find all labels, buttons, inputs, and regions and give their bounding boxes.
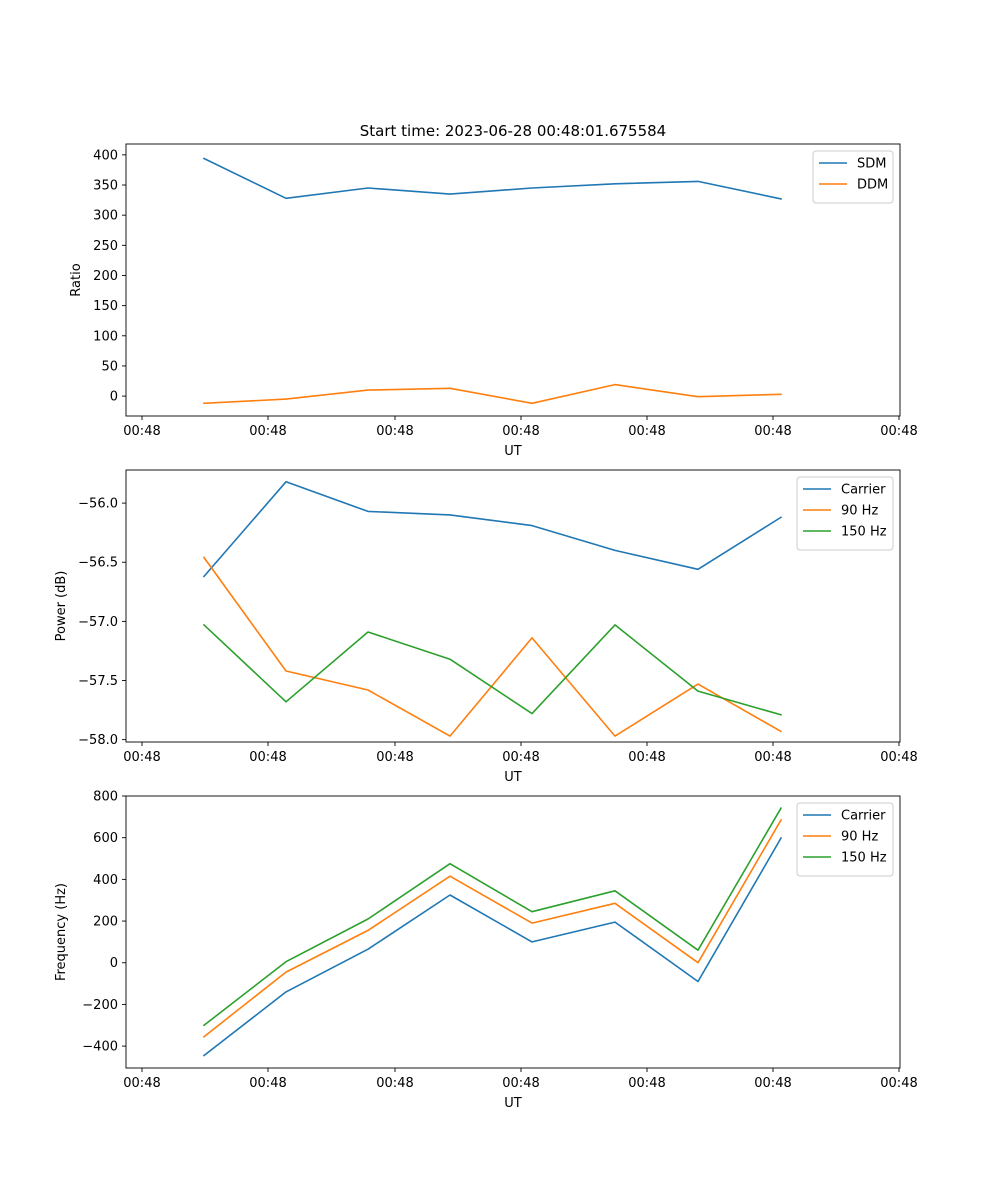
x-axis-label: UT	[504, 1096, 522, 1111]
x-tick-label: 00:48	[880, 424, 917, 439]
x-tick-label: 00:48	[880, 1076, 917, 1091]
y-tick-label: −56.0	[78, 497, 118, 512]
x-tick-label: 00:48	[502, 1076, 539, 1091]
x-axis-label: UT	[504, 444, 522, 459]
x-tick-label: 00:48	[249, 750, 286, 765]
legend: Carrier 90 Hz 150 Hz	[796, 802, 894, 877]
y-axis-label: Ratio	[69, 263, 84, 296]
series-line-3-3	[202, 807, 783, 1027]
series-line-3-1	[202, 837, 783, 1057]
legend-label: Carrier	[841, 483, 886, 498]
chart-panel-2: 00:48 00:48 00:48 00:48 00:48 00:48 00:48 UT −58…	[54, 469, 918, 785]
y-tick-label: −57.5	[78, 674, 118, 689]
y-tick-label: 250	[93, 239, 118, 254]
x-tick-label: 00:48	[754, 750, 791, 765]
y-tick-label: −400	[82, 1040, 118, 1055]
legend-box	[812, 150, 894, 204]
x-tick-label: 00:48	[754, 1076, 791, 1091]
legend: Carrier 90 Hz 150 Hz	[796, 476, 894, 551]
y-tick-label: 150	[93, 299, 118, 314]
y-tick-label: 200	[93, 269, 118, 284]
x-tick-label: 00:48	[249, 424, 286, 439]
y-tick-label: 0	[110, 390, 118, 405]
x-tick-label: 00:48	[376, 750, 413, 765]
y-tick-label: 300	[93, 209, 118, 224]
x-tick-label: 00:48	[502, 424, 539, 439]
series-line-1-1	[202, 157, 782, 200]
legend-label: Carrier	[841, 809, 886, 824]
x-axis-label: UT	[504, 770, 522, 785]
y-tick-label: 200	[93, 915, 118, 930]
axes-frame	[125, 143, 901, 417]
y-tick-label: 600	[93, 831, 118, 846]
x-tick-label: 00:48	[123, 424, 160, 439]
x-tick-label: 00:48	[628, 1076, 665, 1091]
y-tick-label: −58.0	[78, 733, 118, 748]
x-tick-label: 00:48	[123, 750, 160, 765]
series-line-2-1	[202, 480, 783, 578]
y-tick-label: −56.5	[78, 556, 118, 571]
y-tick-label: 400	[93, 148, 118, 163]
axes-frame	[125, 795, 901, 1069]
chart-panel-3: 00:48 00:48 00:48 00:48 00:48 00:48 00:48 UT −40…	[54, 790, 918, 1112]
series-line-1-2	[203, 383, 782, 405]
legend-label: 90 Hz	[841, 830, 878, 845]
y-tick-label: −57.0	[78, 615, 118, 630]
axes-frame	[125, 469, 901, 743]
y-tick-label: 0	[110, 956, 118, 971]
series-line-2-3	[202, 623, 782, 716]
figure-title: Start time: 2023-06-28 00:48:01.675584	[360, 122, 666, 140]
y-tick-label: −200	[82, 998, 118, 1013]
x-tick-label: 00:48	[376, 1076, 413, 1091]
y-tick-label: 400	[93, 873, 118, 888]
y-axis-label: Power (dB)	[54, 571, 69, 642]
series-line-3-2	[202, 818, 783, 1038]
legend-label: SDM	[857, 157, 886, 172]
legend: SDM DDM	[812, 150, 894, 204]
x-tick-label: 00:48	[880, 750, 917, 765]
y-tick-label: 800	[93, 790, 118, 805]
x-tick-label: 00:48	[628, 750, 665, 765]
chart-panel-1: 00:48 00:48 00:48 00:48 00:48 00:48 00:48 UT 0 50…	[69, 143, 918, 459]
x-tick-label: 00:48	[628, 424, 665, 439]
y-tick-label: 50	[101, 359, 118, 374]
legend-label: 90 Hz	[841, 504, 878, 519]
panels: 00:48 00:48 00:48 00:48 00:48 00:48 00:48 UT 0 50…	[54, 143, 918, 1112]
x-tick-label: 00:48	[376, 424, 413, 439]
legend-label: DDM	[857, 178, 888, 193]
x-tick-label: 00:48	[754, 424, 791, 439]
x-tick-label: 00:48	[249, 1076, 286, 1091]
x-tick-label: 00:48	[123, 1076, 160, 1091]
y-tick-label: 350	[93, 179, 118, 194]
y-axis-label: Frequency (Hz)	[54, 883, 69, 981]
legend-label: 150 Hz	[841, 851, 887, 866]
x-tick-label: 00:48	[502, 750, 539, 765]
y-tick-label: 100	[93, 329, 118, 344]
legend-label: 150 Hz	[841, 525, 887, 540]
